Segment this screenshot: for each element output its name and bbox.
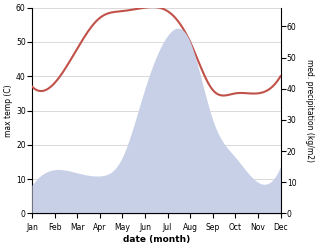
X-axis label: date (month): date (month) (123, 235, 190, 244)
Y-axis label: max temp (C): max temp (C) (4, 84, 13, 137)
Y-axis label: med. precipitation (kg/m2): med. precipitation (kg/m2) (305, 59, 314, 162)
